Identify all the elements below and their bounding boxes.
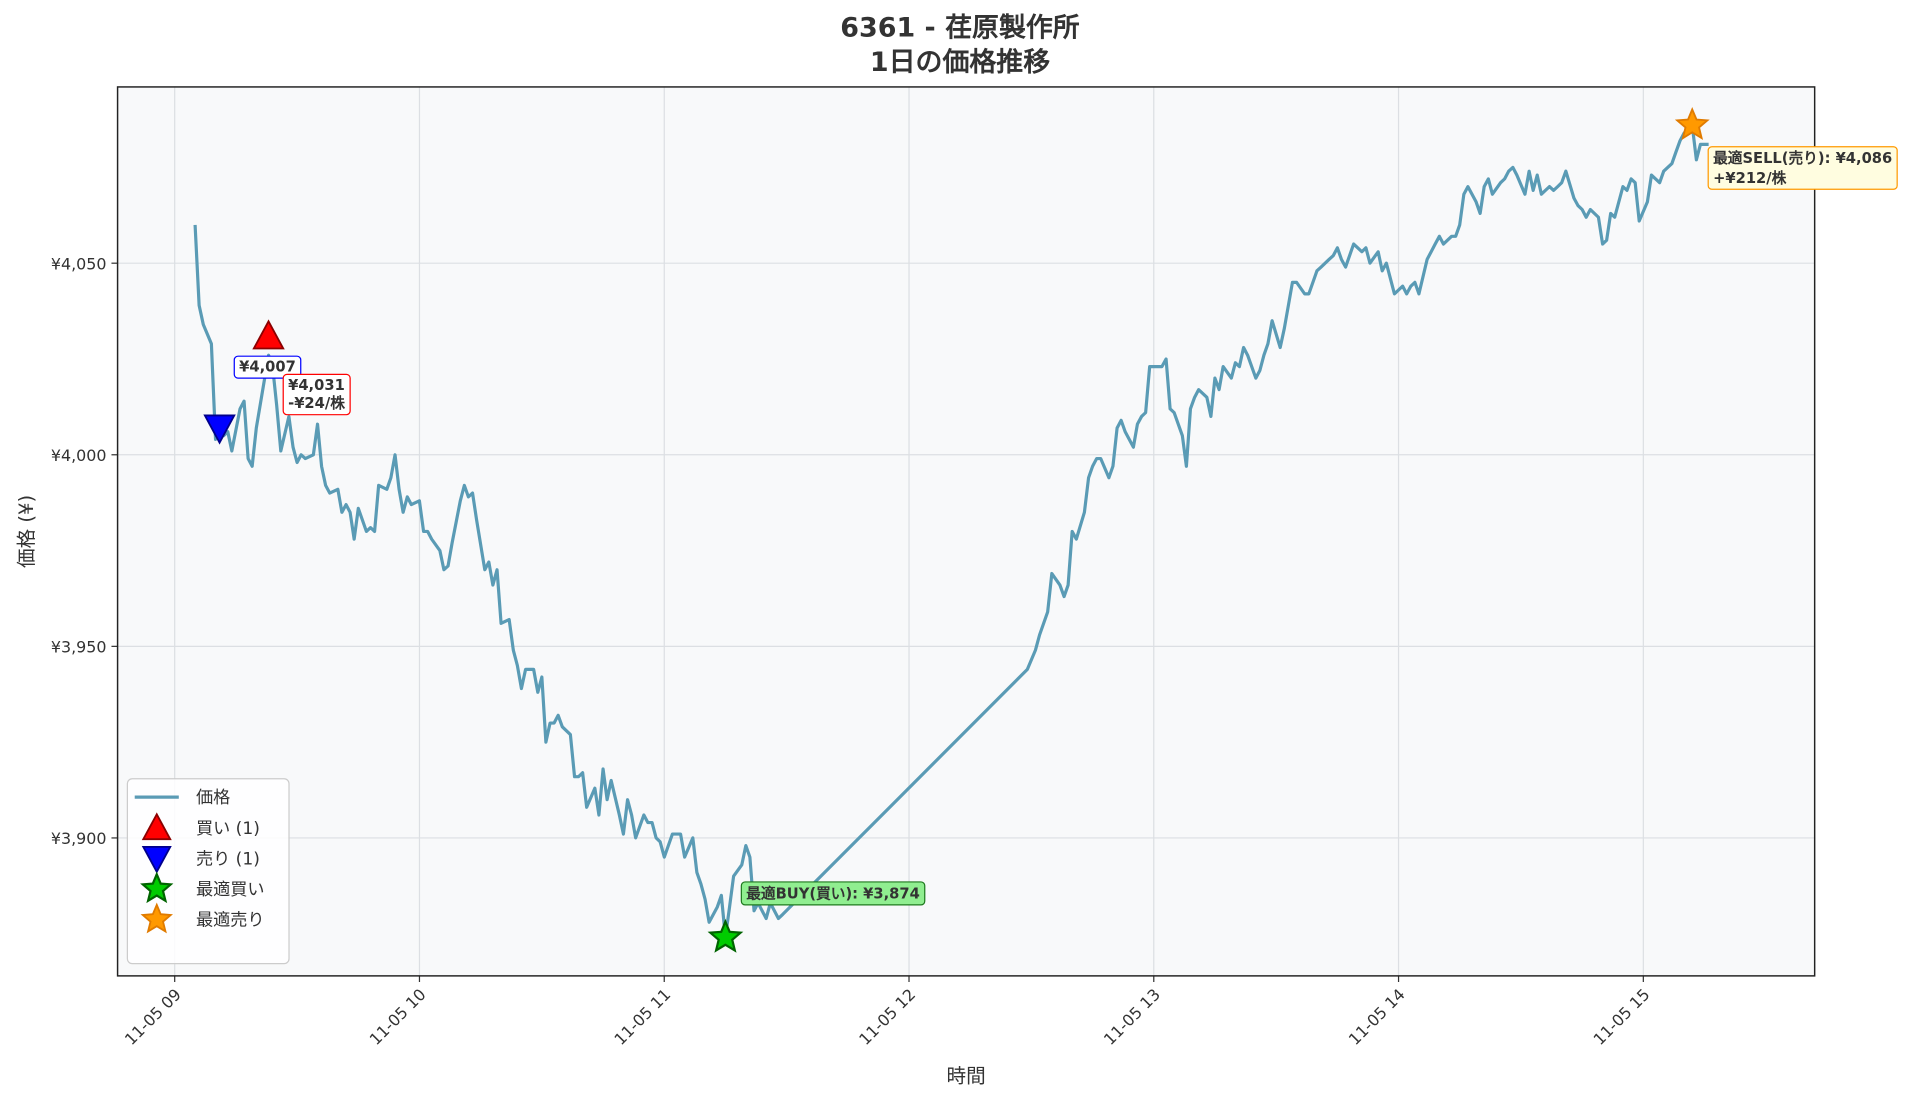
y-tick-label: ¥3,950 — [51, 637, 107, 656]
buy-note: -¥24/株 — [288, 394, 345, 412]
x-tick-label: 11-05 11 — [610, 985, 674, 1049]
annotation-box — [1707, 146, 1898, 190]
legend-label: 売り (1) — [196, 849, 260, 869]
annotation-box — [233, 355, 302, 379]
legend-label: 最適売り — [196, 911, 264, 931]
price-line — [193, 123, 1709, 940]
buy-label: ¥4,031 — [288, 377, 345, 394]
annotation-box — [282, 373, 351, 416]
annotation-box — [740, 881, 926, 906]
x-tick-label: 11-05 15 — [1589, 985, 1653, 1049]
best-sell-label: 最適SELL(売り): ¥4,086 — [1713, 149, 1892, 167]
sell-annotation: ¥4,007 — [233, 355, 302, 379]
best-buy-marker — [707, 918, 744, 953]
x-tick-label: 11-05 10 — [366, 985, 430, 1049]
x-tick-label: 11-05 12 — [855, 985, 919, 1049]
x-tick-label: 11-05 13 — [1100, 985, 1164, 1049]
best-sell-annotation: 最適SELL(売り): ¥4,086 +¥212/株 — [1707, 146, 1898, 190]
chart-title: 6361 - 荏原製作所 — [840, 13, 1080, 44]
x-tick-label: 11-05 09 — [121, 985, 185, 1049]
plot-area — [117, 86, 1815, 976]
legend-swatch — [140, 902, 173, 934]
legend-label: 最適買い — [196, 880, 264, 900]
best-sell-note: +¥212/株 — [1713, 169, 1787, 187]
best-sell-marker — [1674, 106, 1710, 141]
plot-frame — [116, 86, 1816, 977]
best-buy-annotation: 最適BUY(買い): ¥3,874 — [740, 881, 926, 906]
legend-swatch — [141, 845, 172, 874]
buy-annotation: ¥4,031-¥24/株 — [282, 373, 351, 416]
y-tick-label: ¥4,000 — [51, 446, 107, 465]
y-axis-label: 価格 (¥) — [15, 495, 38, 568]
x-axis-label: 時間 — [947, 1064, 986, 1087]
buy-marker — [252, 319, 285, 350]
legend-swatch — [140, 871, 174, 904]
legend-label: 価格 — [196, 788, 230, 808]
y-tick-label: ¥4,050 — [51, 254, 107, 273]
legend-swatch — [141, 812, 172, 841]
legend-label: 買い (1) — [196, 819, 260, 839]
y-tick-label: ¥3,900 — [51, 829, 107, 848]
x-tick-label: 11-05 14 — [1345, 985, 1409, 1049]
sell-marker — [203, 414, 236, 445]
chart-subtitle: 1日の価格推移 — [870, 47, 1050, 78]
best-buy-label: 最適BUY(買い): ¥3,874 — [746, 884, 920, 902]
sell-label: ¥4,007 — [239, 359, 296, 376]
